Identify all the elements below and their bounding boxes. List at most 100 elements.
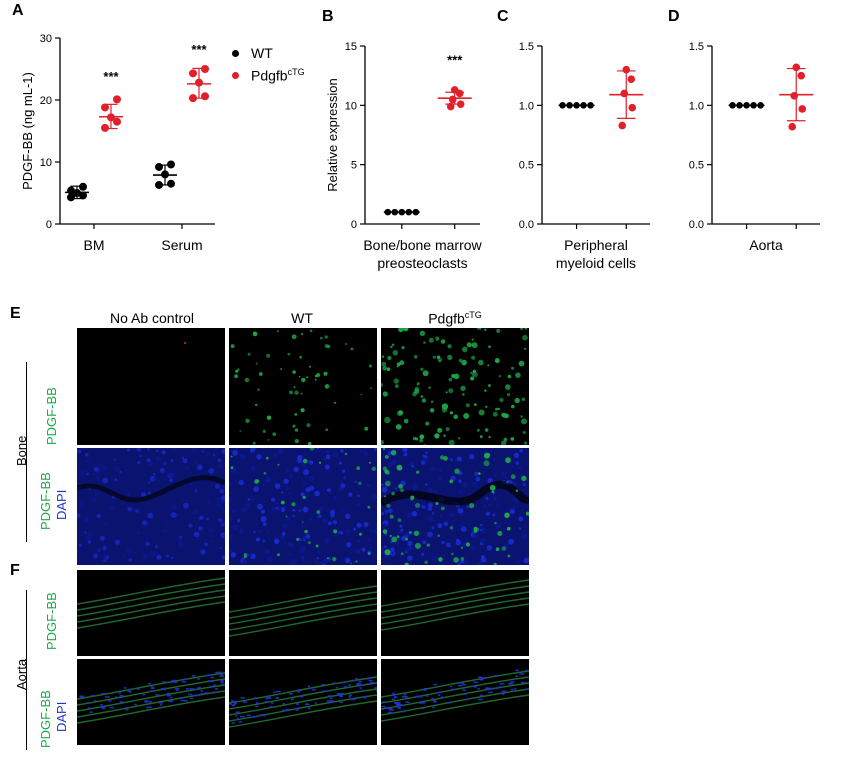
f13-lamina-3 bbox=[381, 597, 529, 625]
e21-nucleus-68 bbox=[146, 458, 151, 463]
e12-speck-30 bbox=[300, 332, 304, 336]
e13-speck-28 bbox=[466, 342, 472, 348]
a-s0-g0-point-4 bbox=[79, 182, 87, 191]
e13-speck-112 bbox=[484, 389, 487, 392]
e12-speck-59 bbox=[287, 352, 291, 356]
a-x-tick-label-1: Serum bbox=[161, 237, 202, 253]
f11-lamina-3 bbox=[77, 595, 225, 623]
e13-speck-60 bbox=[518, 360, 525, 367]
e23-nucleus-21 bbox=[402, 448, 408, 452]
f-row1-label-pdgf: PDGF-BB bbox=[44, 592, 59, 650]
f22-nucleus-47 bbox=[335, 686, 338, 689]
e22-nucleus-50 bbox=[339, 530, 343, 535]
f22-nucleus-68 bbox=[326, 700, 330, 702]
b-s1-point-1 bbox=[456, 100, 465, 108]
col-header-no-ab: No Ab control bbox=[109, 310, 195, 326]
e22-nucleus-4 bbox=[305, 534, 311, 539]
f22-nucleus-19 bbox=[376, 690, 377, 693]
e12-speck-27 bbox=[325, 428, 328, 431]
e13-speck-42 bbox=[487, 364, 490, 367]
e23-speck-54 bbox=[400, 552, 404, 556]
e21-nucleus-22 bbox=[205, 451, 211, 456]
e13-speck-73 bbox=[432, 355, 436, 359]
aorta-label: Aorta bbox=[14, 658, 29, 690]
e22-nucleus-15 bbox=[231, 508, 237, 514]
d-y-tick-label-1: 0.5 bbox=[689, 160, 704, 172]
f22-nucleus-26 bbox=[304, 703, 310, 706]
e23-nucleus-116 bbox=[483, 504, 487, 508]
e13-speck-72 bbox=[448, 377, 453, 382]
a-s1-g1-point-3 bbox=[189, 69, 197, 78]
micrograph-aorta-tg-pdgf bbox=[381, 570, 529, 656]
f23-nucleus-40 bbox=[423, 688, 428, 690]
e22-speck-25 bbox=[230, 466, 234, 469]
e22-nucleus-177 bbox=[332, 451, 339, 458]
col-header-wt: WT bbox=[291, 310, 313, 326]
f22-nucleus-7 bbox=[374, 686, 377, 689]
f21-nucleus-48 bbox=[90, 694, 95, 697]
e13-speck-80 bbox=[416, 383, 419, 386]
f23-nucleus-5 bbox=[477, 687, 480, 690]
e23-speck-60 bbox=[473, 526, 478, 531]
e22-speck-9 bbox=[280, 500, 285, 505]
e22-nucleus-123 bbox=[299, 549, 304, 554]
f22-nucleus-57 bbox=[367, 677, 372, 679]
aorta-bracket bbox=[26, 590, 27, 750]
e23-nucleus-28 bbox=[516, 559, 520, 564]
f21-nucleus-42 bbox=[180, 699, 185, 702]
e12-speck-57 bbox=[277, 330, 279, 333]
f22-nucleus-12 bbox=[360, 690, 364, 692]
f22-nucleus-27 bbox=[267, 697, 272, 699]
legend: WT PdgfbcTG bbox=[232, 42, 305, 86]
e21-nucleus-75 bbox=[193, 533, 196, 536]
e13-speck-67 bbox=[500, 440, 507, 445]
b-s1-point-4 bbox=[450, 86, 459, 94]
e22-speck-0 bbox=[316, 510, 321, 514]
e23-speck-42 bbox=[384, 549, 391, 556]
f22-nucleus-1 bbox=[355, 697, 358, 699]
e12-speck-12 bbox=[316, 373, 321, 377]
e22-nucleus-152 bbox=[300, 492, 305, 497]
e12-speck-23 bbox=[314, 378, 317, 381]
e23-speck-64 bbox=[404, 562, 409, 565]
e22-nucleus-139 bbox=[332, 520, 337, 525]
f23-nucleus-76 bbox=[465, 698, 469, 701]
e22-nucleus-85 bbox=[232, 525, 239, 531]
e22-nucleus-145 bbox=[317, 550, 320, 554]
e22-nucleus-42 bbox=[322, 518, 328, 524]
f22-nucleus-41 bbox=[300, 689, 303, 691]
e21-nucleus-145 bbox=[166, 554, 169, 558]
e23-nucleus-179 bbox=[459, 523, 464, 528]
e21-nucleus-110 bbox=[203, 541, 206, 544]
f23-nucleus-44 bbox=[433, 683, 438, 686]
e22-nucleus-48 bbox=[349, 552, 352, 555]
f21-nucleus-30 bbox=[174, 688, 180, 690]
f21-nucleus-39 bbox=[128, 688, 131, 691]
e21-nucleus-35 bbox=[210, 540, 213, 543]
e22-nucleus-124 bbox=[303, 475, 306, 478]
e21-nucleus-96 bbox=[78, 501, 84, 507]
e23-nucleus-112 bbox=[421, 552, 425, 556]
f21-nucleus-85 bbox=[171, 679, 177, 682]
e22-speck-8 bbox=[263, 472, 267, 475]
b-y-tick-label-3: 15 bbox=[345, 41, 357, 53]
e21-nucleus-141 bbox=[93, 553, 98, 559]
e21-nucleus-114 bbox=[85, 453, 89, 457]
e12-speck-48 bbox=[235, 369, 239, 373]
e12-speck-14 bbox=[234, 374, 238, 379]
e13-speck-16 bbox=[386, 367, 391, 371]
e23-speck-19 bbox=[384, 455, 389, 459]
e22-nucleus-19 bbox=[298, 537, 302, 542]
e21-nucleus-121 bbox=[194, 489, 198, 492]
e21-nucleus-46 bbox=[94, 490, 100, 496]
e22-nucleus-62 bbox=[271, 505, 276, 511]
f23-nucleus-62 bbox=[485, 688, 488, 691]
f22-nucleus-40 bbox=[297, 689, 300, 691]
e13-speck-68 bbox=[429, 408, 435, 413]
e23-nucleus-159 bbox=[447, 457, 452, 462]
e23-speck-62 bbox=[386, 503, 391, 508]
e23-nucleus-35 bbox=[406, 512, 412, 518]
e12-speck-31 bbox=[237, 368, 240, 371]
e22-speck-5 bbox=[333, 529, 338, 534]
e23-speck-43 bbox=[525, 511, 529, 516]
